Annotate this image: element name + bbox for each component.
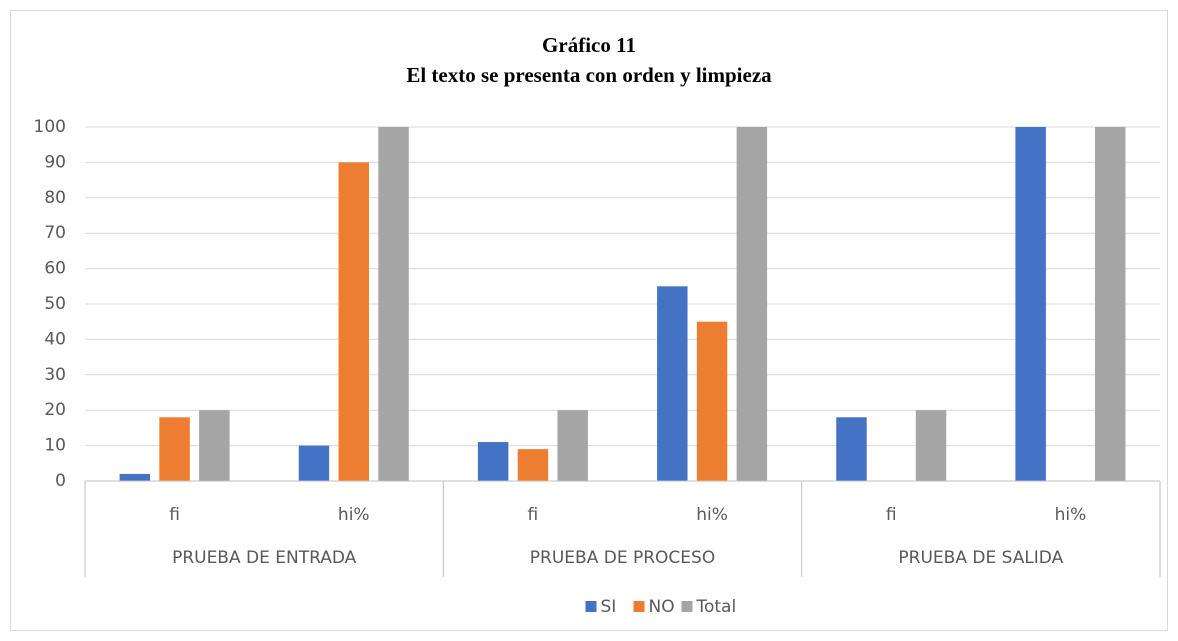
bar bbox=[517, 449, 549, 481]
y-tick-label: 90 bbox=[44, 152, 66, 172]
bar bbox=[557, 410, 588, 481]
bar bbox=[159, 417, 190, 481]
bar bbox=[736, 127, 768, 481]
y-tick-label: 70 bbox=[44, 223, 66, 243]
bar bbox=[119, 473, 151, 481]
legend-label: Total bbox=[696, 597, 737, 617]
bar bbox=[298, 445, 330, 481]
legend-swatch bbox=[633, 601, 645, 612]
group-label: PRUEBA DE PROCESO bbox=[530, 548, 715, 568]
x-tick-label: fi bbox=[528, 505, 539, 525]
chart-title: Gráfico 11 bbox=[542, 33, 636, 57]
legend-swatch bbox=[585, 601, 597, 612]
x-tick-label: hi% bbox=[1055, 505, 1087, 525]
legend-label: NO bbox=[649, 597, 675, 617]
bar bbox=[836, 417, 867, 481]
y-tick-label: 60 bbox=[44, 259, 66, 279]
y-tick-label: 10 bbox=[44, 436, 66, 456]
bar bbox=[378, 127, 409, 481]
bar bbox=[915, 410, 947, 481]
chart-border bbox=[10, 10, 1168, 631]
legend-label: SI bbox=[601, 597, 617, 617]
bar bbox=[1094, 127, 1126, 481]
group-label: PRUEBA DE SALIDA bbox=[898, 548, 1063, 568]
group-label: PRUEBA DE ENTRADA bbox=[172, 548, 357, 568]
x-tick-label: fi bbox=[169, 505, 180, 525]
y-tick-label: 30 bbox=[44, 365, 66, 385]
y-tick-label: 50 bbox=[44, 294, 66, 314]
x-tick-label: hi% bbox=[338, 505, 370, 525]
bar bbox=[657, 286, 688, 481]
x-tick-label: fi bbox=[886, 505, 897, 525]
bar bbox=[477, 442, 509, 481]
y-tick-label: 0 bbox=[55, 471, 66, 491]
y-tick-label: 100 bbox=[34, 117, 66, 137]
x-tick-label: hi% bbox=[696, 505, 728, 525]
y-tick-label: 20 bbox=[44, 400, 66, 420]
y-tick-label: 80 bbox=[44, 188, 66, 208]
bar bbox=[338, 162, 369, 481]
bar bbox=[1015, 127, 1046, 481]
bar bbox=[696, 321, 728, 481]
legend-swatch bbox=[681, 601, 693, 612]
y-tick-label: 40 bbox=[44, 329, 66, 349]
bar bbox=[199, 410, 230, 481]
chart-subtitle: El texto se presenta con orden y limpiez… bbox=[406, 63, 772, 87]
